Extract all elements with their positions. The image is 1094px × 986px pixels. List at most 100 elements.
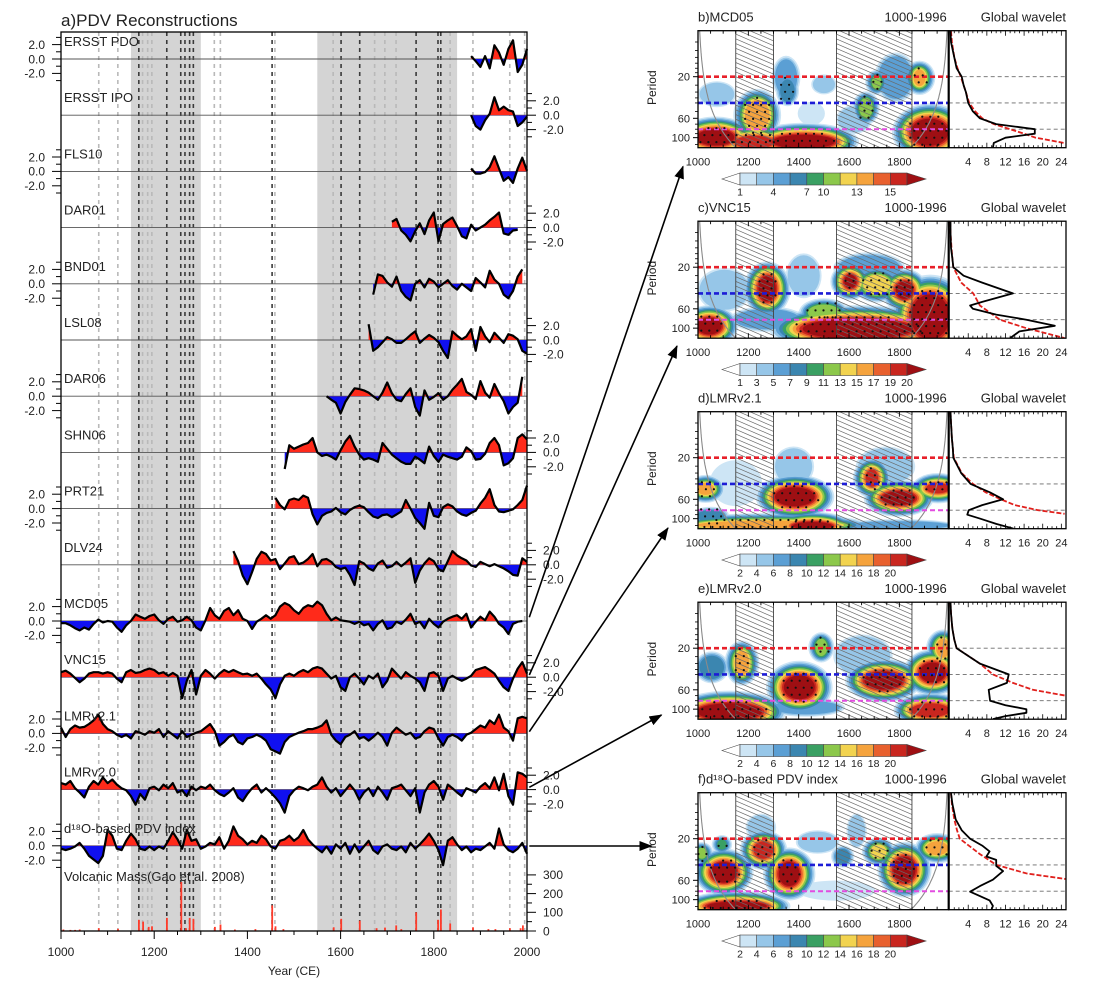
significance-dot xyxy=(737,715,740,718)
year-axis-label: 1600 xyxy=(837,919,861,931)
power-contour-level-10 xyxy=(844,274,857,289)
significance-dot xyxy=(917,67,920,70)
hatch-line xyxy=(735,43,774,61)
significance-dot xyxy=(814,309,817,312)
significance-dot xyxy=(763,518,766,522)
year-axis-label: 1400 xyxy=(786,347,810,359)
significance-dot xyxy=(757,708,760,711)
hatch-line xyxy=(850,30,912,58)
series-label: ERSST PDO xyxy=(64,34,139,49)
significance-dot xyxy=(765,839,768,842)
significance-dot xyxy=(941,136,944,139)
hatch-line xyxy=(735,47,774,65)
significance-dot xyxy=(817,499,820,502)
colorbar-box xyxy=(856,744,874,757)
volcanic-bar xyxy=(384,927,386,931)
colorbar-label: 10 xyxy=(818,187,830,199)
significance-dot xyxy=(804,132,808,135)
significance-dot xyxy=(734,866,737,869)
significance-dot xyxy=(887,316,890,319)
volcanic-bar xyxy=(142,921,144,931)
hatch-line xyxy=(735,123,774,141)
significance-dot xyxy=(734,880,737,883)
power-contour-level-3 xyxy=(780,79,795,102)
colorbar-box xyxy=(789,934,808,948)
colorbar-box xyxy=(806,553,824,567)
significance-dot xyxy=(747,518,750,522)
significance-dot xyxy=(848,286,851,289)
significance-dot xyxy=(851,323,854,326)
y-axis-tick-label: -2.0 xyxy=(24,404,45,418)
significance-dot xyxy=(796,132,800,135)
significance-dot xyxy=(917,297,920,300)
significance-dot xyxy=(802,686,805,689)
significance-dot xyxy=(708,508,711,511)
colorbar-box xyxy=(756,934,774,948)
series-row-lmrv2-1: 2.00.0-2.0 LMRv2.1 xyxy=(24,708,528,756)
significance-dot xyxy=(863,316,866,319)
significance-dot xyxy=(752,103,755,106)
y-axis-tick-label: 0.0 xyxy=(28,52,45,66)
significance-dot xyxy=(904,881,907,885)
significance-dot xyxy=(823,643,826,646)
global-wavelet-spectrum xyxy=(949,602,1066,720)
year-axis-label: 1400 xyxy=(786,538,810,550)
hatch-line xyxy=(836,276,912,310)
significance-dot xyxy=(867,102,870,105)
significance-dot xyxy=(938,674,942,677)
significance-dot xyxy=(876,87,879,90)
significance-dot xyxy=(785,499,788,502)
series-label: d¹⁸O-based PDV index xyxy=(64,821,196,836)
hatch-line xyxy=(735,805,774,823)
significance-dot xyxy=(782,873,785,876)
volcanic-bar xyxy=(472,927,474,931)
significance-dot xyxy=(883,323,886,326)
power-axis-label: 20 xyxy=(1037,728,1049,740)
significance-dot xyxy=(711,134,714,137)
significance-dot xyxy=(872,80,875,83)
significance-dot xyxy=(874,856,877,859)
colorbar-label: 12 xyxy=(818,949,830,961)
x-axis-tick-label: 1200 xyxy=(141,945,168,959)
significance-dot xyxy=(771,518,774,522)
power-axis-label: 12 xyxy=(999,728,1011,740)
significance-dot xyxy=(937,715,940,718)
colorbar-box xyxy=(873,934,891,948)
series-line xyxy=(325,376,524,417)
significance-dot xyxy=(708,495,712,498)
significance-dot xyxy=(741,708,744,711)
significance-dot xyxy=(929,129,932,132)
year-axis-label: 1800 xyxy=(887,538,911,550)
significance-dot xyxy=(773,492,776,495)
significance-dot xyxy=(794,686,797,689)
cone-of-influence xyxy=(699,221,948,339)
significance-dot xyxy=(869,467,873,470)
power-axis-label: 12 xyxy=(999,919,1011,931)
significance-dot xyxy=(730,859,733,862)
significance-dot xyxy=(757,853,760,856)
significance-dot xyxy=(704,515,707,518)
significance-dot xyxy=(937,701,940,704)
significance-dot xyxy=(761,860,764,863)
significance-dot xyxy=(768,139,772,142)
colorbar-box xyxy=(873,744,891,757)
significance-dot xyxy=(716,522,719,525)
significance-dot xyxy=(794,880,797,883)
series-label: ERSST IPO xyxy=(64,90,133,105)
significance-dot xyxy=(787,518,790,522)
y-axis-tick-label: -2.0 xyxy=(24,629,45,643)
series-label: DAR06 xyxy=(64,371,106,386)
significance-dot xyxy=(766,280,769,283)
negative-anomaly-fill xyxy=(373,283,523,301)
colorbar-box xyxy=(806,363,824,376)
hatch-line xyxy=(836,619,912,653)
significance-dot xyxy=(726,880,729,883)
hatch-line xyxy=(850,792,912,820)
volcanic-axis-label: 300 xyxy=(543,868,563,882)
significance-dot xyxy=(734,655,737,658)
y-axis-tick-label: -2.0 xyxy=(24,741,45,755)
power-contour-level-10 xyxy=(772,134,835,148)
significance-dot xyxy=(890,669,893,672)
positive-anomaly-fill xyxy=(61,714,527,734)
